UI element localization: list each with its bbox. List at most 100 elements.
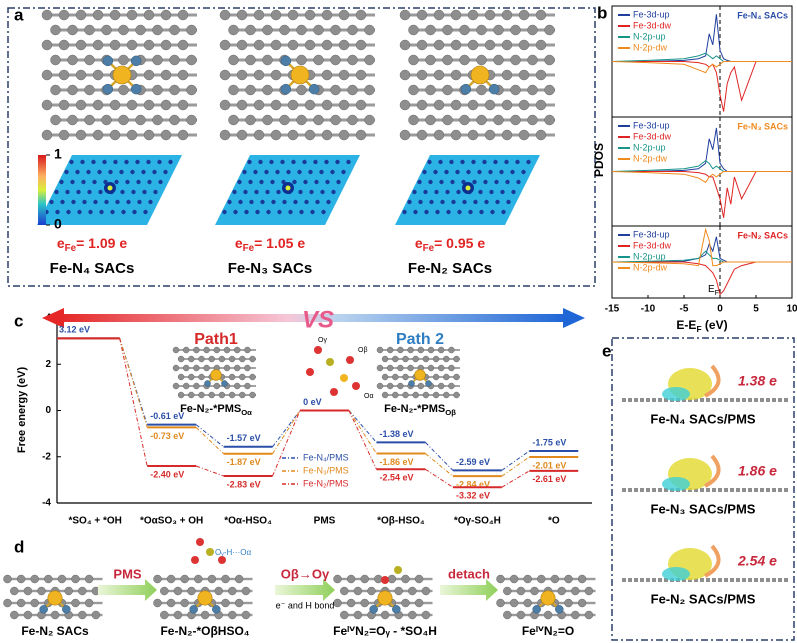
carbon-atom	[523, 574, 532, 584]
carbon-atom	[397, 346, 404, 354]
carbon-atom	[23, 610, 33, 620]
structure-name: Fe-N₂ SACs	[408, 260, 492, 277]
carbon-atom	[416, 9, 428, 21]
map-dot	[495, 199, 500, 205]
map-dot	[110, 209, 115, 215]
step-connector	[425, 468, 454, 488]
map-dot	[120, 189, 125, 195]
map-dot	[292, 179, 297, 185]
carbon-atom	[422, 355, 430, 363]
carbon-atom	[75, 39, 87, 51]
carbon-atom	[200, 610, 210, 620]
subscript: Fe	[243, 243, 255, 254]
carbon-atom	[381, 391, 389, 399]
carbon-atom	[234, 574, 244, 584]
carbon-atom	[544, 54, 555, 66]
carbon-atom	[241, 586, 251, 596]
pms-atom	[330, 388, 338, 396]
carbon-atom	[160, 9, 172, 21]
carbon-atom	[160, 129, 172, 141]
carbon-atom	[407, 364, 414, 372]
carbon-atom	[402, 355, 409, 363]
carbon-atom	[50, 24, 61, 36]
panel-letter: e	[602, 341, 611, 360]
step-connector	[425, 442, 454, 471]
carbon-atom	[433, 9, 445, 21]
map-dot	[440, 199, 445, 205]
carbon-atom	[213, 346, 221, 354]
legend-label: Fe-3d-dw	[633, 240, 672, 250]
carbon-atom	[219, 99, 231, 111]
map-dot	[125, 179, 130, 185]
map-dot	[451, 199, 456, 205]
map-dot	[131, 189, 136, 195]
map-dot	[324, 159, 329, 165]
map-dot	[255, 209, 260, 215]
fermi-label: EF	[708, 284, 719, 297]
carbon-atom	[408, 24, 419, 36]
panel-letter: a	[14, 5, 24, 24]
step-connector	[272, 410, 301, 477]
iron-atom	[112, 65, 132, 85]
map-dot	[468, 209, 473, 215]
carbon-atom	[510, 24, 521, 36]
step-connector	[119, 338, 148, 428]
carbon-atom	[355, 9, 367, 21]
map-dot	[510, 169, 515, 175]
carbon-atom	[543, 610, 553, 620]
carbon-atom	[577, 574, 587, 584]
carbon-atom	[386, 346, 394, 354]
carbon-atom	[228, 391, 236, 399]
carbon-atom	[501, 99, 513, 111]
carbon-atom	[169, 84, 180, 96]
carbon-atom	[516, 610, 526, 620]
carbon-atom	[186, 24, 197, 36]
map-dot	[315, 199, 320, 205]
carbon-atom	[296, 84, 307, 96]
map-dot	[434, 189, 439, 195]
carbon-atom	[279, 24, 290, 36]
legend-label: Fe-3d-up	[633, 120, 670, 130]
carbon-atom	[177, 373, 185, 381]
step-connector	[501, 450, 530, 471]
text-part: E-E	[676, 318, 696, 332]
map-dot	[97, 169, 102, 175]
carbon-atom	[408, 610, 417, 620]
carbon-atom	[321, 69, 333, 81]
adsorbate-atom	[206, 548, 214, 556]
carbon-atom	[182, 346, 190, 354]
carbon-atom	[84, 114, 95, 126]
structure-name: Fe-N₄ SACs	[50, 260, 135, 277]
carbon-atom	[467, 99, 479, 111]
carbon-atom	[433, 39, 445, 51]
carbon-atom	[84, 574, 94, 584]
carbon-atom	[287, 129, 299, 141]
map-dot	[299, 209, 304, 215]
value-label: -1.75 eV	[532, 437, 566, 447]
carbon-atom	[228, 373, 236, 381]
map-dot	[310, 209, 315, 215]
map-dot	[477, 169, 482, 175]
carbon-atom	[126, 99, 138, 111]
carbon-atom	[417, 382, 425, 390]
map-dot	[59, 179, 64, 185]
adsorbate-atom	[196, 538, 204, 546]
carbon-atom	[347, 114, 358, 126]
map-dot	[288, 209, 293, 215]
carbon-atom	[67, 54, 78, 66]
carbon-atom	[236, 99, 248, 111]
structure	[3, 574, 103, 620]
map-dot	[258, 159, 263, 165]
panel-e-border	[611, 337, 795, 641]
y-tick-label: -4	[42, 498, 51, 509]
carbon-atom	[527, 114, 538, 126]
x-tick-label: *Oα-HSO₄	[224, 516, 272, 527]
map-dot	[77, 209, 82, 215]
carbon-atom	[450, 99, 462, 111]
carbon-atom	[188, 391, 195, 399]
carbon-atom	[484, 9, 496, 21]
map-dot	[264, 169, 269, 175]
carbon-atom	[143, 99, 155, 111]
carbon-atom	[253, 129, 265, 141]
nitrogen-atom	[555, 605, 564, 614]
